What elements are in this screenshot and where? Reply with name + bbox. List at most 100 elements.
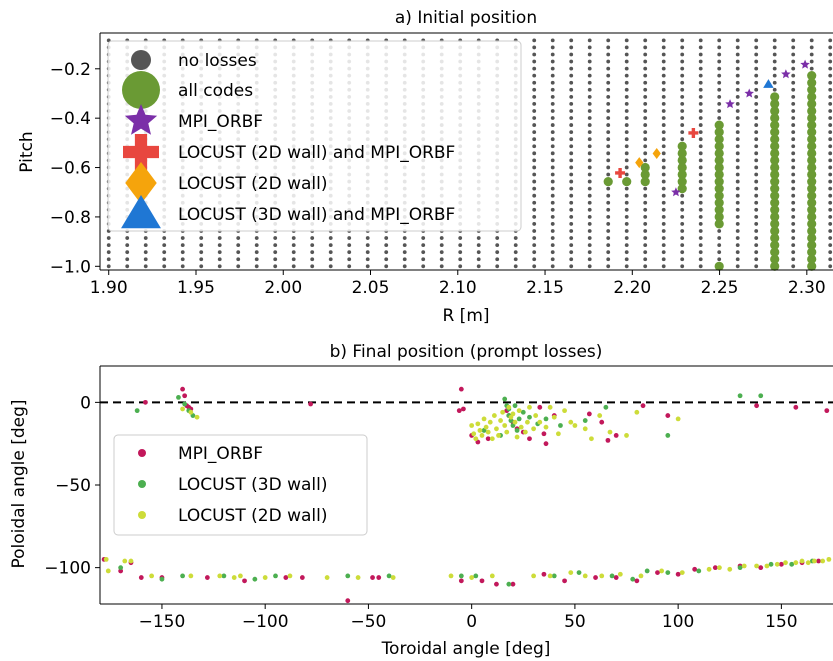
loss-point	[500, 409, 506, 415]
no-loss-point	[550, 116, 555, 120]
no-loss-point	[791, 172, 796, 177]
no-loss-point	[717, 236, 722, 240]
chart-title-final-position: b) Final position (prompt losses)	[330, 342, 603, 362]
no-loss-point	[661, 87, 666, 92]
no-loss-point	[754, 73, 759, 78]
no-loss-point	[624, 172, 629, 177]
no-loss-point	[735, 236, 740, 240]
no-loss-point	[624, 52, 629, 57]
no-loss-point	[550, 109, 555, 113]
no-loss-point	[476, 257, 481, 262]
no-loss-point	[328, 236, 333, 240]
all-codes-point	[770, 120, 780, 130]
no-loss-point	[661, 102, 666, 106]
all-codes-point	[714, 169, 724, 180]
no-loss-point	[550, 222, 555, 226]
no-loss-point	[828, 200, 833, 205]
no-loss-point	[791, 66, 796, 71]
no-loss-point	[661, 214, 666, 219]
no-loss-point	[495, 264, 500, 269]
no-loss-point	[735, 250, 740, 255]
no-loss-point	[680, 109, 685, 113]
all-codes-point	[807, 120, 817, 130]
no-loss-point	[754, 94, 759, 99]
no-loss-point	[754, 186, 759, 191]
no-loss-point	[735, 165, 740, 170]
no-loss-point	[643, 186, 648, 191]
no-loss-point	[606, 151, 611, 156]
no-loss-point	[791, 229, 796, 233]
legend-box-a	[107, 40, 522, 232]
no-loss-point	[476, 264, 481, 269]
no-loss-point	[661, 186, 666, 191]
all-codes-point	[807, 247, 817, 257]
no-loss-point	[606, 193, 611, 198]
no-loss-point	[199, 250, 204, 255]
no-loss-point	[550, 94, 555, 99]
no-loss-point	[569, 179, 574, 184]
loss-point	[231, 575, 237, 580]
x-tick-label-a: 2.25	[701, 278, 739, 298]
loss-point	[469, 423, 475, 428]
no-loss-point	[661, 165, 666, 170]
no-loss-point	[661, 222, 666, 226]
no-loss-point	[587, 243, 592, 248]
no-loss-point	[680, 207, 685, 212]
no-loss-point	[809, 52, 814, 57]
loss-point	[543, 416, 549, 422]
no-loss-point	[828, 137, 833, 142]
loss-point	[754, 563, 760, 569]
loss-point	[824, 408, 830, 414]
no-loss-point	[791, 73, 796, 78]
no-loss-point	[273, 264, 278, 269]
no-loss-point	[754, 165, 759, 170]
no-loss-point	[587, 207, 592, 212]
loss-point	[345, 573, 351, 579]
loss-point	[634, 409, 640, 415]
no-loss-point	[439, 243, 444, 248]
loss-point	[473, 436, 479, 442]
x-tick-label-b: 0	[466, 612, 477, 632]
no-loss-point	[162, 257, 167, 262]
no-loss-point	[550, 243, 555, 248]
no-loss-point	[643, 45, 648, 50]
no-loss-point	[347, 257, 352, 262]
no-loss-point	[624, 158, 629, 163]
no-loss-point	[624, 250, 629, 255]
no-loss-point	[624, 264, 629, 269]
all-codes-point	[714, 141, 724, 151]
loss-point	[665, 570, 671, 575]
no-loss-point	[661, 109, 666, 113]
no-loss-point	[661, 207, 666, 212]
no-loss-point	[698, 229, 703, 233]
no-loss-point	[569, 172, 574, 177]
no-loss-point	[624, 200, 629, 205]
no-loss-point	[550, 257, 555, 262]
loss-point	[308, 401, 314, 407]
legend-label: all codes	[178, 81, 253, 101]
no-loss-point	[643, 59, 648, 64]
legend-label: LOCUST (2D wall) and MPI_ORBF	[178, 143, 455, 163]
no-loss-point	[791, 130, 796, 135]
no-loss-point	[643, 200, 648, 205]
loss-point	[634, 578, 640, 584]
all-codes-point	[622, 176, 632, 187]
no-loss-point	[754, 59, 759, 64]
all-codes-point	[807, 141, 817, 151]
no-loss-point	[106, 257, 111, 262]
no-loss-point	[550, 200, 555, 205]
no-loss-point	[162, 243, 167, 248]
no-loss-point	[828, 186, 833, 191]
no-loss-point	[606, 94, 611, 99]
legend-label: MPI_ORBF	[178, 112, 263, 132]
loss-point	[105, 568, 111, 574]
no-loss-point	[643, 66, 648, 71]
no-loss-point	[587, 222, 592, 226]
loss-point	[613, 433, 619, 438]
all-codes-point	[807, 198, 817, 208]
no-loss-point	[236, 250, 241, 255]
loss-point	[630, 576, 636, 582]
no-loss-point	[569, 109, 574, 113]
no-loss-point	[421, 257, 426, 262]
loss-point	[531, 426, 537, 432]
